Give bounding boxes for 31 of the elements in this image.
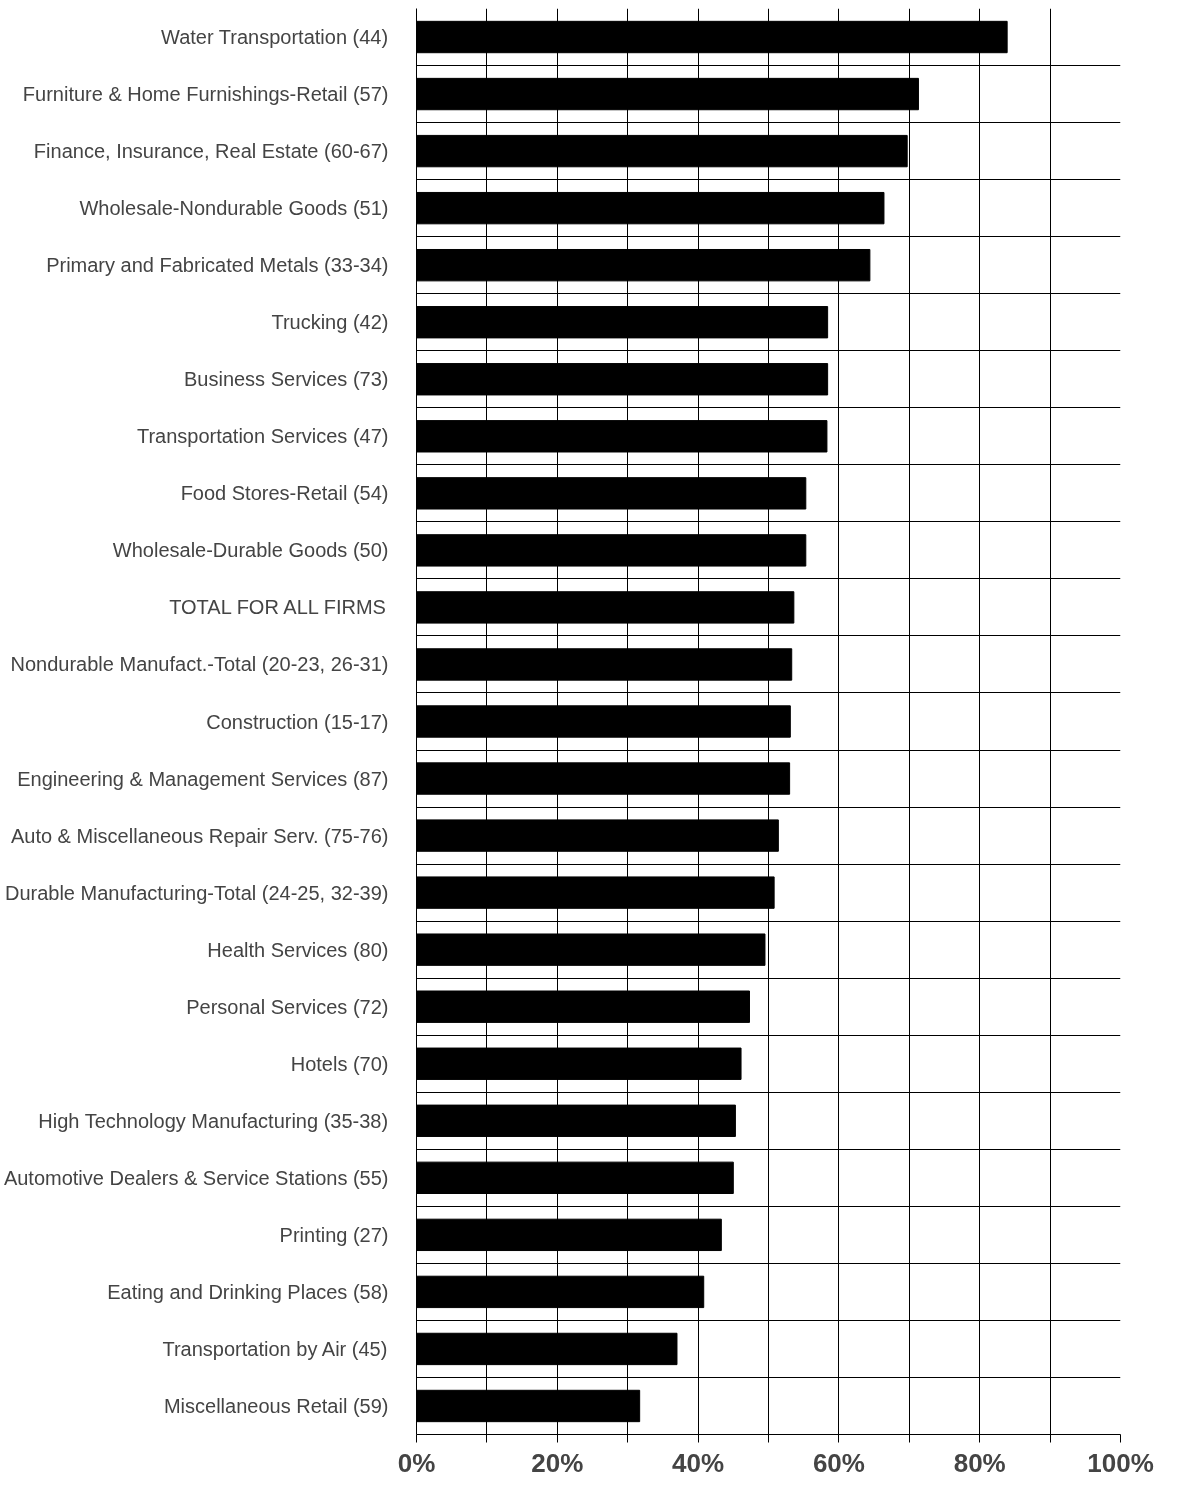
y-tick-label: Transportation Services (47) [136,425,389,448]
y-tick-label: Personal Services (72) [186,995,389,1018]
y-tick-label: TOTAL FOR ALL FIRMS [169,596,386,619]
y-tick-label: Engineering & Management Services (87) [17,767,389,790]
y-tick-label: Water Transportation (44) [161,26,389,49]
y-tick-label: Construction (15-17) [206,710,389,733]
y-tick-label: Finance, Insurance, Real Estate (60-67) [33,140,389,163]
x-tick-label: 40% [672,1447,725,1478]
y-tick-label: Eating and Drinking Places (58) [107,1280,389,1303]
x-tick-label: 0% [397,1447,436,1478]
y-tick-label: Wholesale-Nondurable Goods (51) [79,197,389,220]
y-tick-label: Hotels (70) [290,1052,389,1075]
x-tick-label: 80% [953,1447,1006,1478]
y-tick-label: Business Services (73) [183,368,389,391]
y-tick-label: Furniture & Home Furnishings-Retail (57) [22,83,389,106]
y-tick-label: Nondurable Manufact.-Total (20-23, 26-31) [10,653,389,676]
y-tick-label: High Technology Manufacturing (35-38) [38,1109,389,1132]
y-tick-label: Wholesale-Durable Goods (50) [112,539,389,562]
y-tick-label: Durable Manufacturing-Total (24-25, 32-39) [4,881,389,904]
y-tick-label: Printing (27) [279,1223,389,1246]
y-tick-label: Automotive Dealers & Service Stations (55) [3,1166,389,1189]
x-tick-label: 60% [812,1447,865,1478]
y-tick-label: Transportation by Air (45) [162,1337,388,1360]
y-tick-label: Primary and Fabricated Metals (33-34) [46,254,389,277]
y-tick-label: Trucking (42) [271,311,389,334]
x-tick-label: 100% [1087,1447,1154,1478]
y-tick-label: Miscellaneous Retail (59) [163,1394,389,1417]
x-tick-label: 20% [531,1447,584,1478]
y-tick-label: Food Stores-Retail (54) [180,482,389,505]
y-tick-label: Health Services (80) [207,938,389,961]
y-tick-label: Auto & Miscellaneous Repair Serv. (75-76) [10,824,389,847]
